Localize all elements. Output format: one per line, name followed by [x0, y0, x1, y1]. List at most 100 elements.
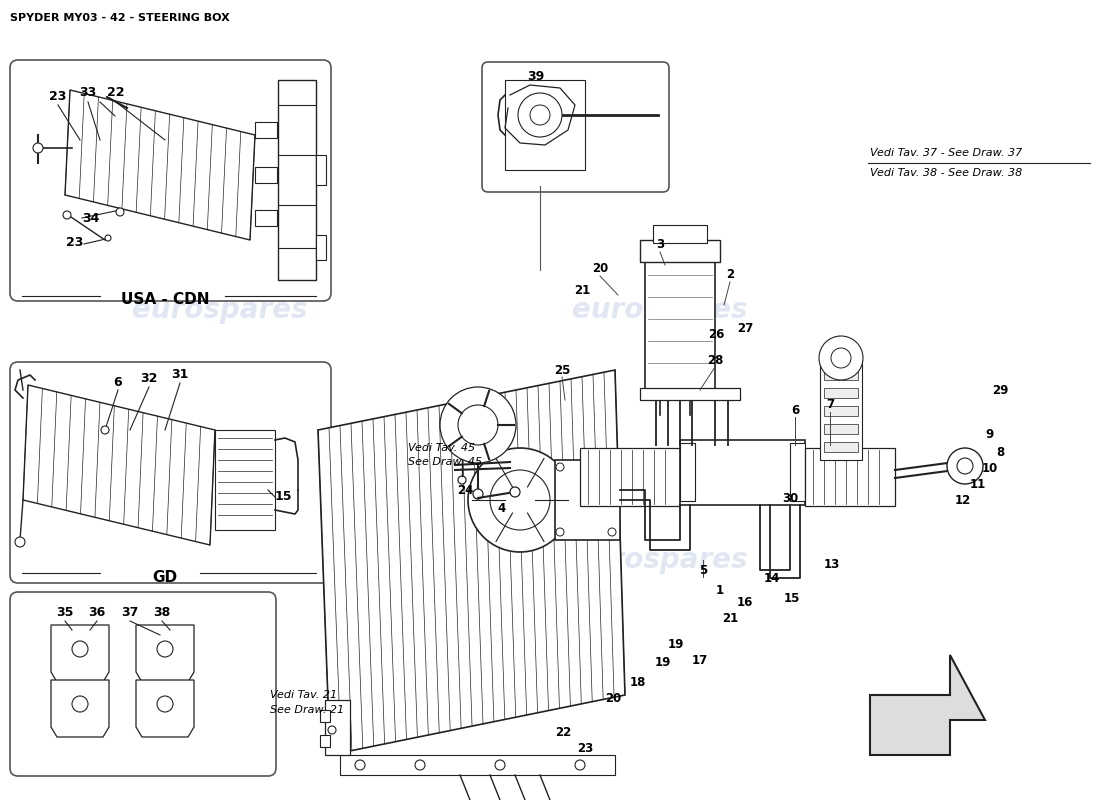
Polygon shape — [51, 625, 109, 682]
Circle shape — [468, 448, 572, 552]
Bar — [824, 442, 858, 452]
Text: 4: 4 — [498, 502, 506, 514]
Circle shape — [440, 387, 516, 463]
Text: 24: 24 — [456, 483, 473, 497]
Circle shape — [157, 696, 173, 712]
Text: 38: 38 — [153, 606, 170, 619]
Polygon shape — [65, 90, 255, 240]
Polygon shape — [23, 385, 214, 545]
Text: 31: 31 — [172, 367, 189, 381]
Polygon shape — [870, 655, 984, 755]
Bar — [316, 235, 326, 260]
Circle shape — [33, 143, 43, 153]
FancyBboxPatch shape — [10, 60, 331, 301]
Text: 34: 34 — [82, 211, 99, 225]
Text: 22: 22 — [554, 726, 571, 738]
Bar — [820, 360, 862, 460]
Text: 20: 20 — [605, 691, 621, 705]
Circle shape — [157, 641, 173, 657]
Bar — [824, 370, 858, 380]
Circle shape — [495, 760, 505, 770]
Text: 12: 12 — [955, 494, 971, 506]
Circle shape — [608, 463, 616, 471]
Bar — [255, 210, 277, 226]
Text: 19: 19 — [654, 657, 671, 670]
Bar — [805, 448, 895, 506]
Bar — [680, 443, 695, 501]
Circle shape — [101, 426, 109, 434]
Text: 29: 29 — [992, 383, 1009, 397]
Text: 35: 35 — [56, 606, 74, 619]
Circle shape — [530, 105, 550, 125]
Circle shape — [820, 336, 864, 380]
Text: 17: 17 — [692, 654, 708, 666]
Text: 32: 32 — [141, 371, 157, 385]
Text: 3: 3 — [656, 238, 664, 251]
Text: 23: 23 — [66, 235, 84, 249]
Text: 6: 6 — [113, 375, 122, 389]
Text: SPYDER MY03 - 42 - STEERING BOX: SPYDER MY03 - 42 - STEERING BOX — [10, 13, 230, 23]
Text: 5: 5 — [698, 563, 707, 577]
Text: 30: 30 — [782, 491, 799, 505]
Text: 16: 16 — [737, 595, 754, 609]
Bar — [790, 443, 805, 501]
Text: 2: 2 — [726, 269, 734, 282]
Bar — [640, 388, 740, 400]
Text: 37: 37 — [121, 606, 139, 619]
Text: 9: 9 — [986, 429, 994, 442]
Text: Vedi Tav. 37 - See Draw. 37: Vedi Tav. 37 - See Draw. 37 — [870, 148, 1022, 158]
Text: 15: 15 — [784, 591, 800, 605]
Bar — [640, 240, 720, 262]
Text: 7: 7 — [826, 398, 834, 411]
FancyBboxPatch shape — [10, 362, 331, 583]
Circle shape — [575, 760, 585, 770]
Bar — [340, 755, 615, 775]
Bar — [505, 80, 585, 170]
Text: 23: 23 — [50, 90, 67, 103]
Text: eurospares: eurospares — [572, 546, 748, 574]
Bar — [645, 260, 715, 390]
Text: 27: 27 — [737, 322, 754, 334]
Circle shape — [458, 476, 466, 484]
Text: 10: 10 — [982, 462, 998, 474]
Circle shape — [72, 641, 88, 657]
Text: 22: 22 — [108, 86, 124, 99]
Text: Vedi Tav. 38 - See Draw. 38: Vedi Tav. 38 - See Draw. 38 — [870, 168, 1022, 178]
Text: 26: 26 — [707, 329, 724, 342]
Bar — [255, 122, 277, 138]
Circle shape — [556, 463, 564, 471]
Polygon shape — [51, 680, 109, 737]
Text: 21: 21 — [722, 611, 738, 625]
Circle shape — [518, 93, 562, 137]
Bar — [680, 440, 805, 505]
Text: eurospares: eurospares — [132, 296, 308, 324]
Circle shape — [608, 528, 616, 536]
Circle shape — [15, 537, 25, 547]
Text: Vedi Tav. 45: Vedi Tav. 45 — [408, 443, 475, 453]
Circle shape — [415, 760, 425, 770]
Text: eurospares: eurospares — [132, 546, 308, 574]
Text: 11: 11 — [970, 478, 986, 491]
Bar — [653, 225, 707, 243]
Circle shape — [72, 696, 88, 712]
Text: 33: 33 — [79, 86, 97, 99]
Bar — [316, 155, 326, 185]
FancyBboxPatch shape — [10, 592, 276, 776]
Text: See Draw. 45: See Draw. 45 — [408, 457, 482, 467]
Text: 8: 8 — [996, 446, 1004, 459]
Circle shape — [947, 448, 983, 484]
Text: 23: 23 — [576, 742, 593, 754]
Text: 36: 36 — [88, 606, 106, 619]
Circle shape — [473, 489, 483, 499]
Bar — [320, 710, 330, 722]
Circle shape — [830, 348, 851, 368]
Polygon shape — [318, 370, 625, 755]
Bar — [278, 80, 316, 280]
Circle shape — [490, 470, 550, 530]
Text: GD: GD — [153, 570, 177, 585]
Text: 15: 15 — [275, 490, 293, 503]
Bar — [214, 430, 275, 530]
Circle shape — [458, 405, 498, 445]
Circle shape — [104, 235, 111, 241]
Text: 20: 20 — [592, 262, 608, 274]
